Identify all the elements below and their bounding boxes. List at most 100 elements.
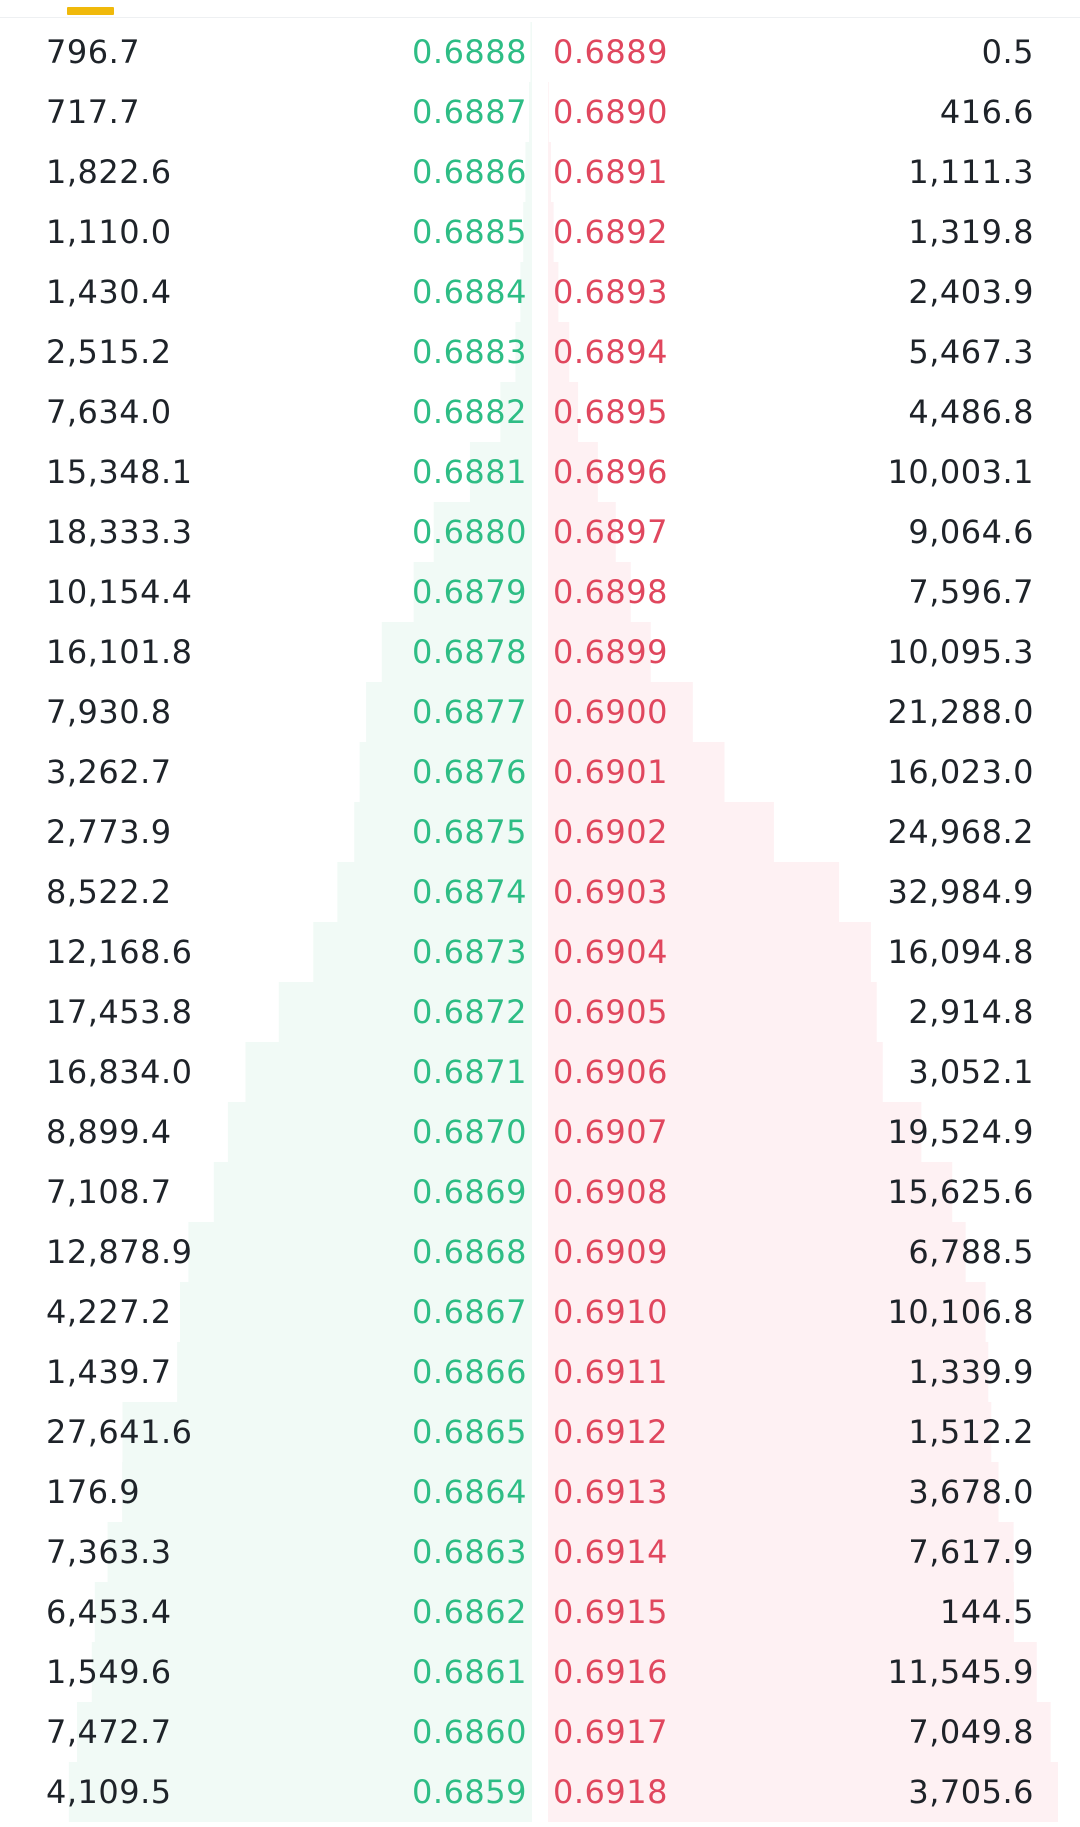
ask-depth-bar	[548, 1582, 1014, 1642]
bid-price: 0.6885	[412, 213, 527, 251]
bid-quantity: 1,549.6	[46, 1653, 172, 1691]
ask-quantity: 1,111.3	[908, 153, 1034, 191]
order-book-row[interactable]: 7,363.3 0.6863 0.6914 7,617.9	[0, 1522, 1080, 1582]
order-book-row[interactable]: 717.7 0.6887 0.6890 416.6	[0, 82, 1080, 142]
bid-depth-bar	[530, 22, 532, 82]
ask-price: 0.6909	[553, 1233, 668, 1271]
bid-price: 0.6880	[412, 513, 527, 551]
order-book-row[interactable]: 8,522.2 0.6874 0.6903 32,984.9	[0, 862, 1080, 922]
ask-price: 0.6898	[553, 573, 668, 611]
ask-depth-bar	[548, 382, 579, 442]
bid-quantity: 16,101.8	[46, 633, 193, 671]
order-book-row[interactable]: 7,108.7 0.6869 0.6908 15,625.6	[0, 1162, 1080, 1222]
ask-quantity: 10,003.1	[887, 453, 1034, 491]
order-book-row[interactable]: 10,154.4 0.6879 0.6898 7,596.7	[0, 562, 1080, 622]
bid-quantity: 6,453.4	[46, 1593, 172, 1631]
ask-depth-bar	[548, 1102, 922, 1162]
bid-quantity: 176.9	[46, 1473, 141, 1511]
bid-depth-bar	[213, 1162, 532, 1222]
bid-price: 0.6878	[412, 633, 527, 671]
ask-quantity: 0.5	[981, 33, 1034, 71]
ask-quantity: 144.5	[939, 1593, 1034, 1631]
ask-quantity: 15,625.6	[887, 1173, 1034, 1211]
ask-quantity: 16,023.0	[887, 753, 1034, 791]
order-book-row[interactable]: 1,430.4 0.6884 0.6893 2,403.9	[0, 262, 1080, 322]
ask-depth-bar	[548, 1222, 966, 1282]
bid-depth-bar	[381, 622, 532, 682]
ask-depth-bar	[548, 1162, 953, 1222]
bid-depth-bar	[107, 1522, 533, 1582]
ask-quantity: 2,403.9	[908, 273, 1034, 311]
bid-price: 0.6887	[412, 93, 527, 131]
ask-quantity: 9,064.6	[908, 513, 1034, 551]
order-book-row[interactable]: 2,515.2 0.6883 0.6894 5,467.3	[0, 322, 1080, 382]
bid-quantity: 8,522.2	[46, 873, 172, 911]
ask-price: 0.6902	[553, 813, 668, 851]
bid-price: 0.6884	[412, 273, 527, 311]
ask-quantity: 7,617.9	[908, 1533, 1034, 1571]
ask-depth-bar	[548, 1702, 1051, 1762]
order-book-row[interactable]: 7,930.8 0.6877 0.6900 21,288.0	[0, 682, 1080, 742]
ask-price: 0.6911	[553, 1353, 668, 1391]
order-book-row[interactable]: 4,227.2 0.6867 0.6910 10,106.8	[0, 1282, 1080, 1342]
ask-price: 0.6913	[553, 1473, 668, 1511]
order-book-row[interactable]: 12,878.9 0.6868 0.6909 6,788.5	[0, 1222, 1080, 1282]
bid-price: 0.6888	[412, 33, 527, 71]
bid-price: 0.6873	[412, 933, 527, 971]
order-book-row[interactable]: 4,109.5 0.6859 0.6918 3,705.6	[0, 1762, 1080, 1822]
ask-quantity: 16,094.8	[887, 933, 1034, 971]
order-book-row[interactable]: 1,110.0 0.6885 0.6892 1,319.8	[0, 202, 1080, 262]
order-book-row[interactable]: 176.9 0.6864 0.6913 3,678.0	[0, 1462, 1080, 1522]
order-book-row[interactable]: 18,333.3 0.6880 0.6897 9,064.6	[0, 502, 1080, 562]
ask-quantity: 21,288.0	[887, 693, 1034, 731]
ask-price: 0.6899	[553, 633, 668, 671]
bid-quantity: 796.7	[46, 33, 141, 71]
order-book-row[interactable]: 12,168.6 0.6873 0.6904 16,094.8	[0, 922, 1080, 982]
bid-price: 0.6860	[412, 1713, 527, 1751]
order-book-row[interactable]: 1,549.6 0.6861 0.6916 11,545.9	[0, 1642, 1080, 1702]
ask-depth-bar	[548, 562, 631, 622]
bid-depth-bar	[122, 1462, 533, 1522]
order-book-row[interactable]: 6,453.4 0.6862 0.6915 144.5	[0, 1582, 1080, 1642]
bid-quantity: 717.7	[46, 93, 141, 131]
ask-price: 0.6900	[553, 693, 668, 731]
ask-price: 0.6910	[553, 1293, 668, 1331]
order-book-row[interactable]: 2,773.9 0.6875 0.6902 24,968.2	[0, 802, 1080, 862]
bid-quantity: 18,333.3	[46, 513, 193, 551]
bid-price: 0.6867	[412, 1293, 527, 1331]
ask-depth-bar	[548, 982, 877, 1042]
order-book-row[interactable]: 8,899.4 0.6870 0.6907 19,524.9	[0, 1102, 1080, 1162]
order-book-row[interactable]: 27,641.6 0.6865 0.6912 1,512.2	[0, 1402, 1080, 1462]
order-book-row[interactable]: 7,472.7 0.6860 0.6917 7,049.8	[0, 1702, 1080, 1762]
ask-price: 0.6903	[553, 873, 668, 911]
tab-bar	[0, 0, 1080, 18]
order-book-row[interactable]: 1,822.6 0.6886 0.6891 1,111.3	[0, 142, 1080, 202]
order-book-row[interactable]: 15,348.1 0.6881 0.6896 10,003.1	[0, 442, 1080, 502]
bid-depth-bar	[523, 202, 532, 262]
bid-depth-bar	[179, 1282, 533, 1342]
order-book-row[interactable]: 17,453.8 0.6872 0.6905 2,914.8	[0, 982, 1080, 1042]
ask-depth-bar	[548, 202, 554, 262]
order-book-row[interactable]: 16,834.0 0.6871 0.6906 3,052.1	[0, 1042, 1080, 1102]
order-book-row[interactable]: 796.7 0.6888 0.6889 0.5	[0, 22, 1080, 82]
ask-price: 0.6917	[553, 1713, 668, 1751]
order-book-row[interactable]: 3,262.7 0.6876 0.6901 16,023.0	[0, 742, 1080, 802]
bid-depth-bar	[313, 922, 532, 982]
ask-quantity: 416.6	[939, 93, 1034, 131]
order-book-row[interactable]: 7,634.0 0.6882 0.6895 4,486.8	[0, 382, 1080, 442]
bid-quantity: 27,641.6	[46, 1413, 193, 1451]
ask-price: 0.6904	[553, 933, 668, 971]
ask-depth-bar	[548, 682, 693, 742]
ask-depth-bar	[548, 742, 725, 802]
ask-price: 0.6907	[553, 1113, 668, 1151]
order-book-row[interactable]: 16,101.8 0.6878 0.6899 10,095.3	[0, 622, 1080, 682]
ask-depth-bar	[548, 802, 774, 862]
order-book-row[interactable]: 1,439.7 0.6866 0.6911 1,339.9	[0, 1342, 1080, 1402]
ask-depth-bar	[548, 142, 552, 202]
bid-price: 0.6868	[412, 1233, 527, 1271]
bid-price: 0.6859	[412, 1773, 527, 1811]
ask-quantity: 6,788.5	[908, 1233, 1034, 1271]
bid-price: 0.6882	[412, 393, 527, 431]
